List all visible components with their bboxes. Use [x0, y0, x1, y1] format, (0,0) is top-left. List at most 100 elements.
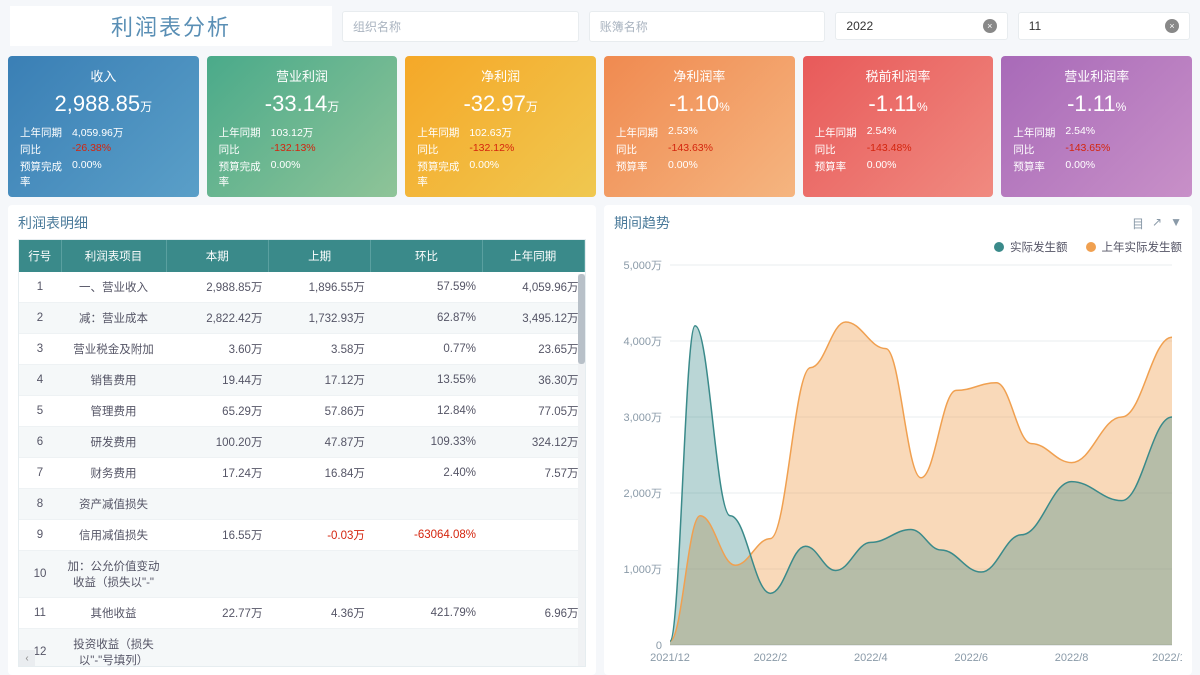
table-row[interactable]: 9信用减值损失16.55万-0.03万-63064.08% [19, 520, 585, 551]
table-cell: 16.55万 [166, 520, 268, 551]
legend-label: 实际发生额 [1010, 239, 1068, 255]
card-row: 上年同期103.12万 [219, 125, 386, 140]
table-cell: 6.96万 [482, 598, 584, 629]
table-panel: 利润表明细 行号利润表项目本期上期环比上年同期1一、营业收入2,988.85万1… [8, 205, 596, 675]
table-wrap: 行号利润表项目本期上期环比上年同期1一、营业收入2,988.85万1,896.5… [18, 239, 586, 667]
table-cell: 3 [19, 334, 61, 365]
table-cell: 财务费用 [61, 458, 166, 489]
table-cell: 77.05万 [482, 396, 584, 427]
table-cell: 62.87% [371, 303, 482, 334]
org-filter[interactable]: 组织名称 [342, 11, 579, 42]
table-cell: 5 [19, 396, 61, 427]
table-cell: 421.79% [371, 598, 482, 629]
card-value: -32.97万 [417, 91, 584, 117]
table-header: 本期 [166, 240, 268, 272]
table-cell: 22.77万 [166, 598, 268, 629]
table-row[interactable]: 12投资收益（损失以"-"号填列） [19, 629, 585, 668]
table-cell: 7.57万 [482, 458, 584, 489]
table-cell: 4.36万 [268, 598, 370, 629]
table-cell: 管理费用 [61, 396, 166, 427]
table-cell: -0.03万 [268, 520, 370, 551]
table-cell: 1,732.93万 [268, 303, 370, 334]
scroll-left-icon[interactable]: ‹ [19, 650, 35, 666]
svg-text:3,000万: 3,000万 [623, 412, 662, 424]
svg-text:4,000万: 4,000万 [623, 336, 662, 348]
legend-label: 上年实际发生额 [1102, 239, 1183, 255]
table-row[interactable]: 1一、营业收入2,988.85万1,896.55万57.59%4,059.96万 [19, 272, 585, 303]
table-cell: 36.30万 [482, 365, 584, 396]
table-cell: 3.58万 [268, 334, 370, 365]
table-header: 上期 [268, 240, 370, 272]
table-title: 利润表明细 [18, 213, 88, 233]
table-cell: 47.87万 [268, 427, 370, 458]
legend-item[interactable]: 上年实际发生额 [1086, 239, 1183, 255]
card-row: 同比-132.13% [219, 142, 386, 157]
clear-year-icon[interactable]: × [983, 19, 997, 33]
card-title: 税前利润率 [815, 66, 982, 85]
kpi-card-5[interactable]: 营业利润率-1.11%上年同期2.54%同比-143.65%预算率0.00% [1001, 56, 1192, 197]
card-value: -1.11% [815, 91, 982, 117]
ledger-filter[interactable]: 账簿名称 [589, 11, 826, 42]
table-cell: 8 [19, 489, 61, 520]
table-cell [371, 629, 482, 668]
table-cell: 一、营业收入 [61, 272, 166, 303]
card-value: -1.10% [616, 91, 783, 117]
card-row: 上年同期4,059.96万 [20, 125, 187, 140]
table-row[interactable]: 6研发费用100.20万47.87万109.33%324.12万 [19, 427, 585, 458]
card-value: 2,988.85万 [20, 91, 187, 117]
kpi-card-0[interactable]: 收入 2,988.85万上年同期4,059.96万同比-26.38% 预算完成率0.… [8, 56, 199, 197]
table-cell [166, 629, 268, 668]
table-cell [482, 629, 584, 668]
table-cell: 57.86万 [268, 396, 370, 427]
table-cell: 2,822.42万 [166, 303, 268, 334]
table-cell [268, 551, 370, 598]
table-cell: 信用减值损失 [61, 520, 166, 551]
table-cell [268, 629, 370, 668]
card-title: 收入 [20, 66, 187, 85]
table-row[interactable]: 3营业税金及附加3.60万3.58万0.77%23.65万 [19, 334, 585, 365]
month-filter[interactable]: 11 × [1018, 12, 1190, 40]
svg-text:0: 0 [656, 640, 662, 652]
legend-item[interactable]: 实际发生额 [994, 239, 1068, 255]
expand-icon[interactable]: ↗ [1152, 215, 1162, 232]
svg-text:2021/12: 2021/12 [650, 652, 690, 664]
table-cell [268, 489, 370, 520]
year-value: 2022 [846, 19, 873, 33]
table-header: 环比 [371, 240, 482, 272]
card-row: 同比-26.38% [20, 142, 187, 157]
table-cell: 1,896.55万 [268, 272, 370, 303]
table-row[interactable]: 10加：公允价值变动收益（损失以"-" [19, 551, 585, 598]
table-row[interactable]: 8资产减值损失 [19, 489, 585, 520]
clear-month-icon[interactable]: × [1165, 19, 1179, 33]
card-title: 营业利润率 [1013, 66, 1180, 85]
card-row: 预算完成率0.00% [20, 159, 187, 189]
table-cell [482, 551, 584, 598]
svg-text:2022/4: 2022/4 [854, 652, 888, 664]
table-cell: 3,495.12万 [482, 303, 584, 334]
table-row[interactable]: 4销售费用19.44万17.12万13.55%36.30万 [19, 365, 585, 396]
card-row: 上年同期2.54% [1013, 125, 1180, 140]
card-row: 同比-143.48% [815, 142, 982, 157]
card-row: 预算完成率0.00% [219, 159, 386, 189]
kpi-card-3[interactable]: 净利润率-1.10%上年同期2.53%同比-143.63%预算率0.00% [604, 56, 795, 197]
table-row[interactable]: 11其他收益22.77万4.36万421.79%6.96万 [19, 598, 585, 629]
svg-text:2022/10: 2022/10 [1152, 652, 1182, 664]
kpi-card-1[interactable]: 营业利润-33.14万上年同期103.12万同比-132.13%预算完成率0.0… [207, 56, 398, 197]
card-row: 预算率0.00% [815, 159, 982, 174]
filter-icon[interactable]: ▼ [1170, 215, 1182, 232]
table-cell: 2,988.85万 [166, 272, 268, 303]
kpi-card-4[interactable]: 税前利润率-1.11%上年同期2.54%同比-143.48%预算率0.00% [803, 56, 994, 197]
table-cell: 109.33% [371, 427, 482, 458]
table-cell: 4,059.96万 [482, 272, 584, 303]
table-row[interactable]: 5管理费用65.29万57.86万12.84%77.05万 [19, 396, 585, 427]
kpi-card-2[interactable]: 净利润-32.97万上年同期102.63万同比-132.12%预算完成率0.00… [405, 56, 596, 197]
card-row: 上年同期2.53% [616, 125, 783, 140]
scrollbar-thumb[interactable] [578, 274, 585, 364]
table-row[interactable]: 2减：营业成本2,822.42万1,732.93万62.87%3,495.12万 [19, 303, 585, 334]
trend-chart: 01,000万2,000万3,000万4,000万5,000万2021/1220… [614, 257, 1182, 667]
table-row[interactable]: 7财务费用17.24万16.84万2.40%7.57万 [19, 458, 585, 489]
svg-text:5,000万: 5,000万 [623, 260, 662, 272]
year-filter[interactable]: 2022 × [835, 12, 1007, 40]
card-row: 上年同期102.63万 [417, 125, 584, 140]
menu-icon[interactable]: 目 [1132, 215, 1144, 232]
